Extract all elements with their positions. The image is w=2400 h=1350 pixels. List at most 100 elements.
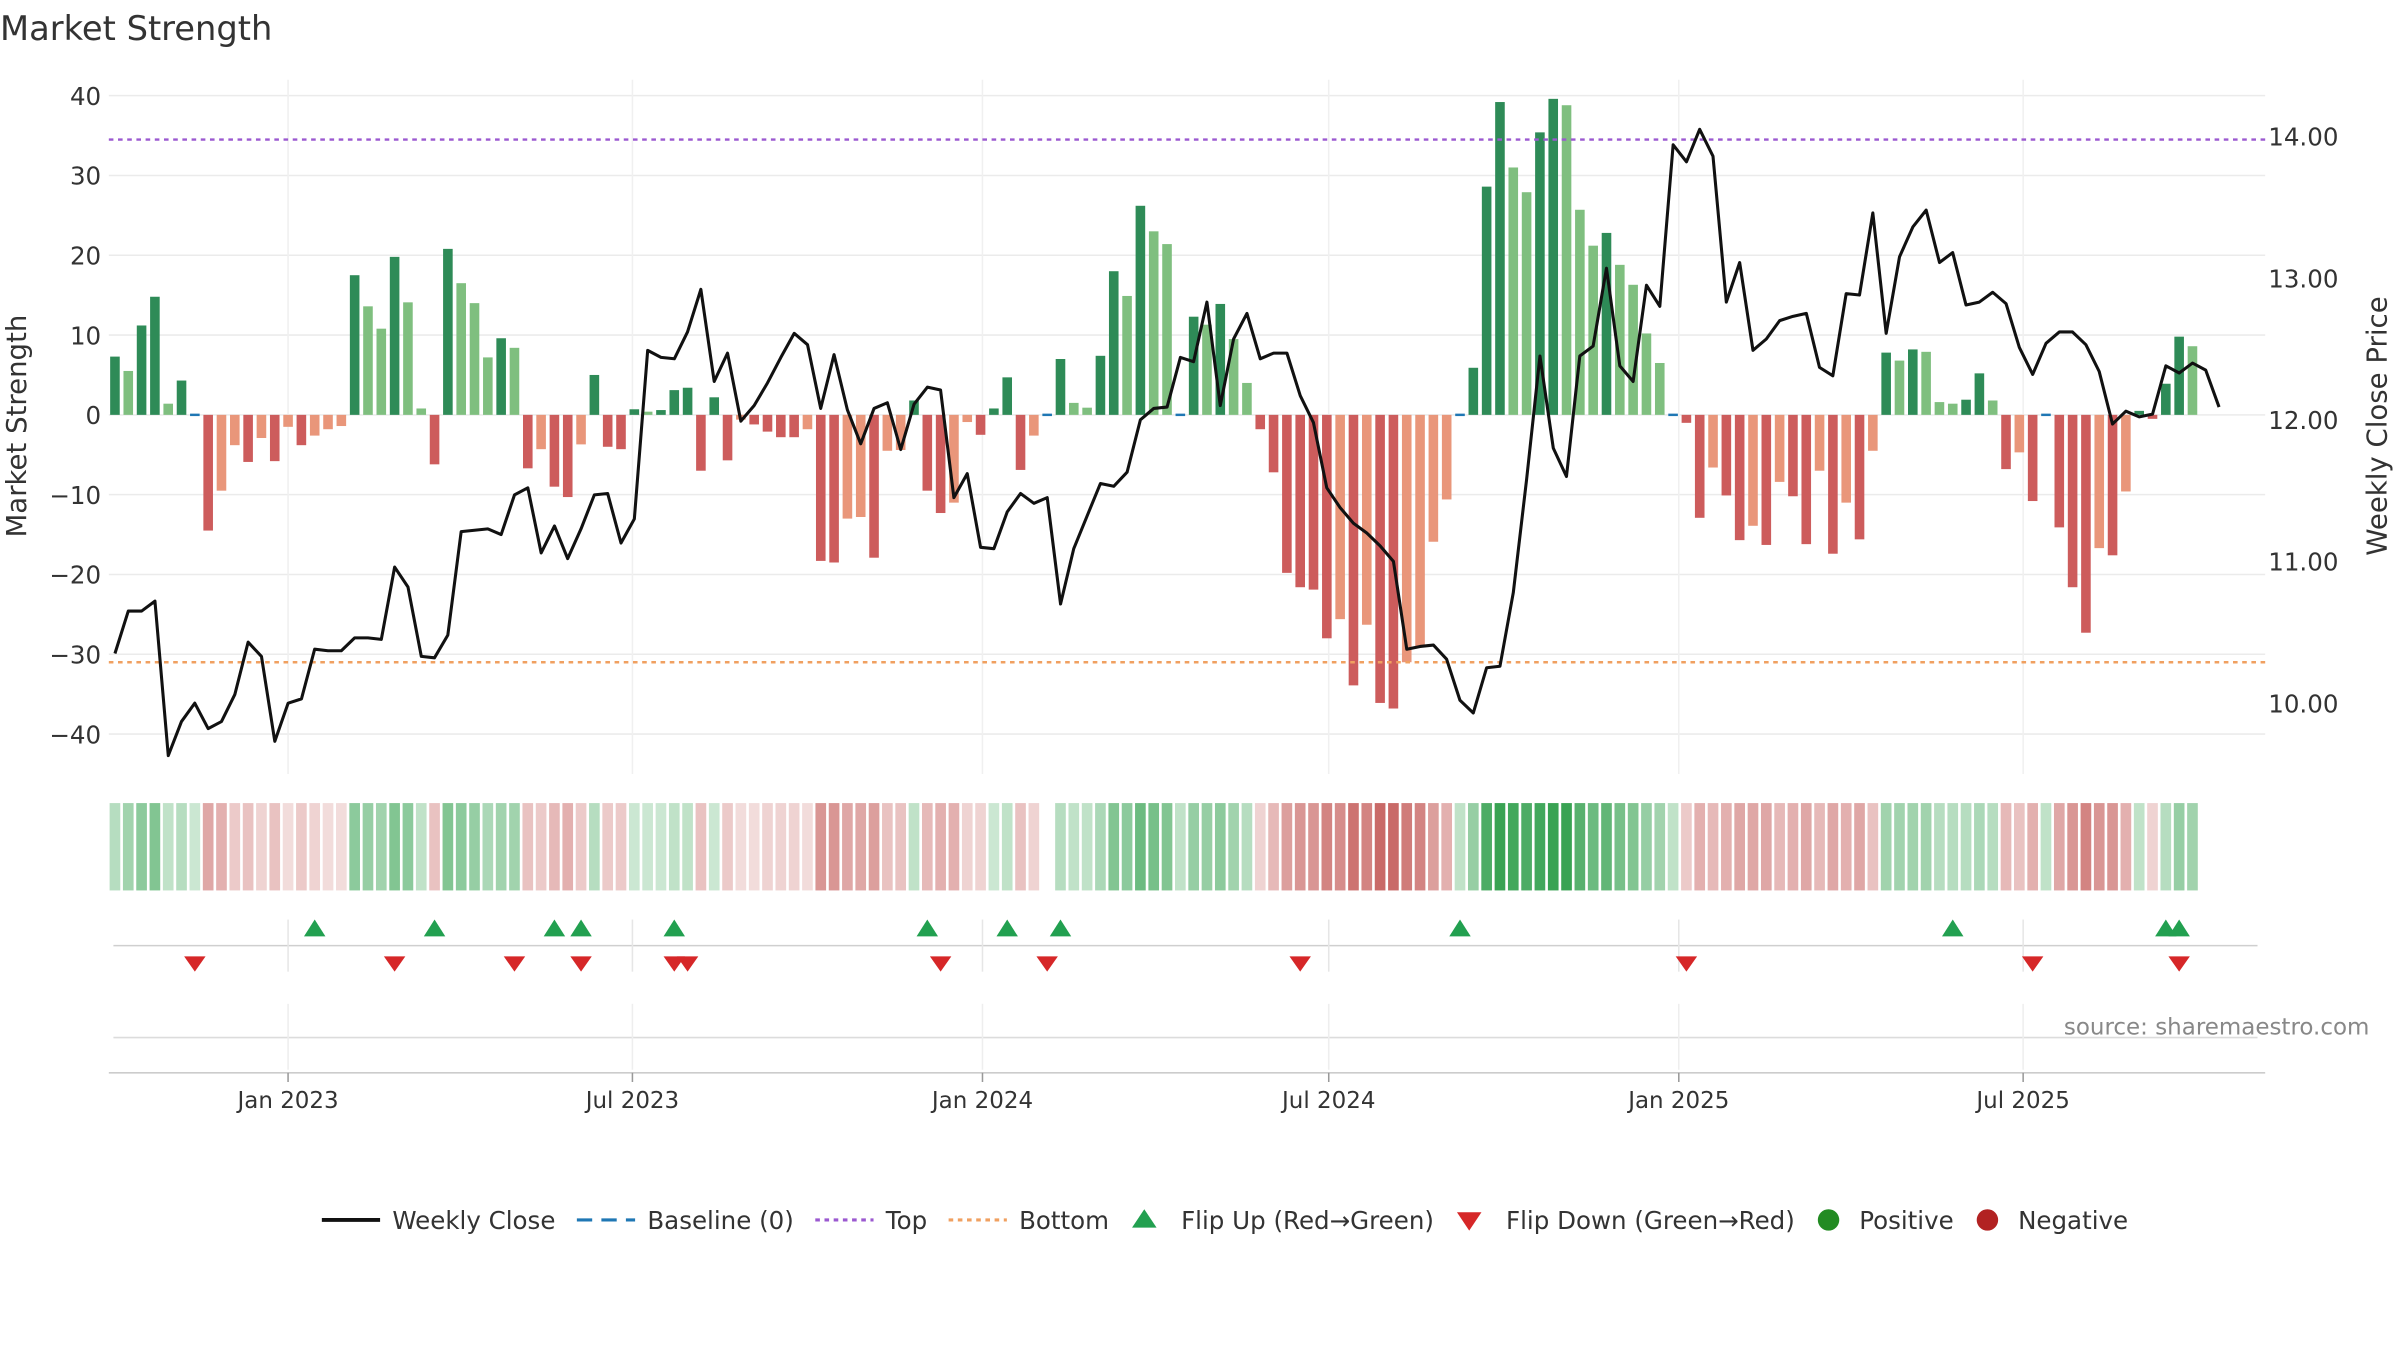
strength-bar	[1868, 414, 1878, 451]
heat-cell	[1348, 803, 1359, 891]
strength-bar	[2054, 414, 2065, 528]
heat-cell	[1947, 803, 1959, 891]
strength-bar	[1854, 414, 1865, 540]
heat-cell	[495, 803, 507, 891]
heat-cell	[1494, 803, 1506, 891]
strength-bar	[230, 414, 240, 446]
legend-label: Flip Up (Red→Green)	[1181, 1206, 1434, 1235]
y-tick-label: −20	[49, 561, 101, 590]
strength-bar	[709, 397, 720, 415]
heat-cell	[1214, 803, 1226, 891]
heat-cell	[415, 803, 427, 891]
legend-label: Flip Down (Green→Red)	[1506, 1206, 1795, 1235]
heat-cell	[242, 803, 254, 891]
flip-up-marker	[2168, 919, 2190, 937]
x-axis: Jan 2023 Jul 2023 Jan 2024 Jul 2024 Jan 2025…	[108, 1072, 2266, 1114]
strength-bar	[1468, 367, 1479, 415]
strength-bar	[962, 414, 973, 423]
y2-axis-label: Weekly Close Price	[2360, 296, 2393, 555]
heat-cell	[296, 803, 307, 891]
strength-bar	[323, 414, 333, 430]
strength-bar	[895, 414, 906, 450]
heat-cell	[1428, 803, 1439, 891]
strength-bar	[1361, 414, 1372, 625]
heat-cell	[1361, 803, 1373, 891]
x-tick-label: Jan 2024	[930, 1088, 1033, 1114]
heat-cell	[921, 803, 933, 891]
heat-cell	[122, 803, 134, 891]
flip-down-marker	[676, 956, 699, 972]
strength-bar	[1748, 414, 1758, 526]
flip-down-marker	[2021, 956, 2044, 972]
strength-bar	[336, 414, 347, 427]
x-tick-label: Jul 2025	[1974, 1088, 2069, 1114]
legend-label: Weekly Close	[392, 1206, 555, 1235]
flip-down-marker	[2168, 956, 2190, 972]
y2-tick-label: 11.00	[2268, 548, 2338, 577]
strength-bar	[123, 370, 134, 415]
heat-cell	[575, 803, 587, 891]
strength-bar	[1202, 324, 1212, 415]
heat-cell	[522, 803, 534, 891]
strength-bar	[1535, 132, 1545, 415]
heat-cell	[788, 803, 800, 891]
heat-cell	[948, 803, 960, 891]
heat-cell	[935, 803, 946, 891]
heat-cell	[1614, 803, 1626, 891]
strength-bar	[829, 414, 839, 563]
strength-bar	[682, 387, 693, 415]
heat-cell	[2080, 803, 2092, 891]
heat-cell	[2133, 803, 2145, 891]
heat-cell	[1654, 803, 1666, 891]
heat-cell	[1587, 803, 1599, 891]
heat-cell	[256, 803, 267, 891]
zero-bar	[1175, 413, 1186, 417]
strength-bar	[2081, 414, 2091, 633]
strength-bar	[1508, 167, 1519, 415]
heat-cell	[1254, 803, 1266, 891]
strength-bar	[2187, 346, 2198, 415]
heat-cell	[362, 803, 374, 891]
strength-bar	[2134, 410, 2144, 415]
heat-cell	[1294, 803, 1306, 891]
strength-bar	[110, 356, 120, 415]
heat-cell	[908, 803, 920, 891]
strength-bar	[882, 414, 893, 451]
strength-bar	[1055, 358, 1066, 415]
flip-up-marker	[1942, 919, 1964, 937]
heat-cell	[2120, 803, 2132, 891]
zero-bar	[1455, 413, 1465, 417]
heat-cell	[1015, 803, 1026, 891]
x-tick-label: Jan 2025	[1626, 1088, 1729, 1114]
strength-bar	[1322, 414, 1332, 639]
strength-bar	[616, 414, 626, 450]
heat-cell	[1401, 803, 1413, 891]
heat-cell	[282, 803, 294, 891]
strength-bar	[1654, 362, 1665, 415]
strength-bar	[1947, 403, 1958, 415]
strength-bar	[403, 302, 413, 415]
heat-cell	[1334, 803, 1346, 891]
strength-bar	[562, 414, 573, 498]
heat-cell	[429, 803, 440, 891]
strength-bar	[1774, 414, 1785, 482]
strength-bar	[2094, 414, 2105, 549]
heat-cell	[562, 803, 574, 891]
heat-cell	[1880, 803, 1892, 891]
strength-bar	[1348, 414, 1359, 686]
strength-bar	[456, 283, 466, 415]
heat-cell	[1108, 803, 1120, 891]
strength-bar	[309, 414, 320, 436]
flip-up-marker	[303, 919, 326, 937]
heat-cell	[309, 803, 321, 891]
heat-cell	[1920, 803, 1932, 891]
y2-tick-label: 12.00	[2268, 406, 2338, 435]
flip-down-marker	[383, 956, 406, 972]
strength-bar	[1268, 414, 1279, 473]
strength-bar	[443, 248, 453, 415]
heat-cell	[1188, 803, 1199, 891]
strength-bar	[1428, 414, 1439, 542]
y-tick-label: −10	[49, 481, 101, 510]
flip-up-marker	[423, 919, 446, 937]
